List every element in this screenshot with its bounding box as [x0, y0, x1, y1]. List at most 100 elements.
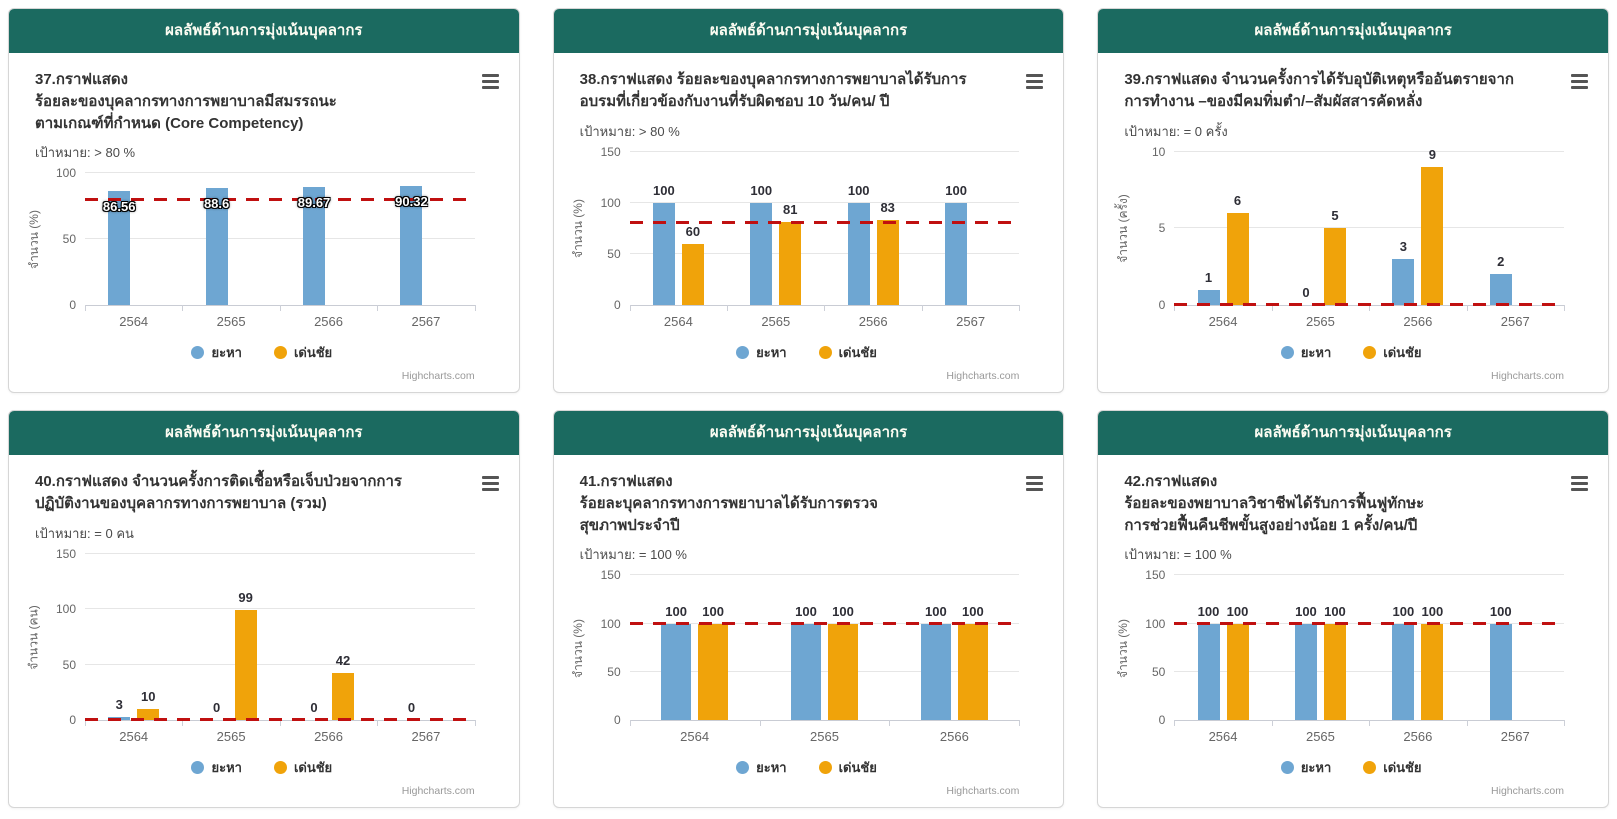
credits-link[interactable]: Highcharts.com: [1491, 370, 1564, 382]
credits-link[interactable]: Highcharts.com: [1491, 785, 1564, 797]
bar-เด่นชัย-2566[interactable]: [332, 673, 355, 720]
target-line: [629, 621, 1020, 625]
credits-link[interactable]: Highcharts.com: [946, 370, 1020, 382]
credits: Highcharts.com: [23, 370, 475, 382]
bar-เด่นชัย-2564[interactable]: [681, 243, 704, 305]
panel-header: ผลลัพธ์ด้านการมุ่งเน้นบุคลากร: [9, 9, 519, 53]
chart-plot-wrap: จำนวน (คน) 0 50 100 150 3 0 0 0 10 99 42 2564 2565 2…: [23, 547, 501, 797]
legend-marker-icon: [818, 345, 832, 359]
y-gridline: [629, 201, 1020, 203]
data-label: 0: [310, 700, 318, 715]
x-tick: [629, 305, 631, 311]
x-category-label: 2567: [411, 314, 441, 329]
bar-ยะหา-2564[interactable]: [661, 623, 692, 720]
bar-ยะหา-2566[interactable]: [920, 623, 951, 720]
menu-bar-icon: [1570, 482, 1588, 485]
credits-link[interactable]: Highcharts.com: [946, 785, 1020, 797]
chart-context-menu-icon[interactable]: [1024, 473, 1045, 494]
bar-เด่นชัย-2565[interactable]: [1323, 623, 1346, 720]
credits-link[interactable]: Highcharts.com: [401, 370, 475, 382]
y-gridline: [85, 552, 475, 554]
x-category-label: 2564: [663, 314, 693, 329]
chart-context-menu-icon[interactable]: [1569, 71, 1590, 92]
bar-ยะหา-2567[interactable]: [400, 186, 423, 305]
legend-item-เด่นชัย[interactable]: เด่นชัย: [1363, 342, 1422, 363]
bar-เด่นชัย-2564[interactable]: [1226, 212, 1249, 305]
chart-card-body: 42.กราฟแสดง ร้อยละของพยาบาลวิชาชีพได้รับก…: [1098, 455, 1608, 807]
bar-เด่นชัย-2565[interactable]: [1323, 228, 1346, 305]
legend-item-ยะหา[interactable]: ยะหา: [736, 342, 787, 363]
menu-bar-icon: [1570, 488, 1588, 491]
target-line: [1174, 621, 1564, 625]
legend-item-ยะหา[interactable]: ยะหา: [1280, 757, 1331, 778]
legend-marker-icon: [818, 760, 832, 774]
bar-ยะหา-2565[interactable]: [1294, 623, 1317, 720]
chart-context-menu-icon[interactable]: [1569, 473, 1590, 494]
bar-ยะหา-2564[interactable]: [1197, 623, 1220, 720]
data-label: 86.56: [102, 198, 136, 214]
bar-เด่นชัย-2565[interactable]: [779, 222, 802, 305]
data-label: 81: [783, 202, 798, 218]
y-axis-title: จำนวน (%): [571, 618, 586, 678]
x-category-label: 2565: [1305, 729, 1335, 744]
y-tick-label: 0: [613, 298, 621, 312]
x-tick: [377, 720, 379, 726]
bar-ยะหา-2566[interactable]: [847, 202, 870, 305]
legend-item-ยะหา[interactable]: ยะหา: [191, 757, 242, 778]
bar-ยะหา-2565[interactable]: [205, 188, 228, 305]
bar-ยะหา-2564[interactable]: [652, 202, 675, 305]
x-tick: [1563, 720, 1565, 726]
legend-item-เด่นชัย[interactable]: เด่นชัย: [273, 757, 332, 778]
bar-ยะหา-2567[interactable]: [1489, 623, 1512, 720]
y-tick-label: 50: [62, 657, 76, 672]
legend-marker-icon: [1363, 760, 1377, 774]
chart-context-menu-icon[interactable]: [480, 71, 501, 92]
legend-item-เด่นชัย[interactable]: เด่นชัย: [1363, 757, 1422, 778]
chart-card: ผลลัพธ์ด้านการมุ่งเน้นบุคลากร 42.กราฟแสด…: [1097, 410, 1609, 808]
legend-item-เด่นชัย[interactable]: เด่นชัย: [818, 757, 877, 778]
bar-ยะหา-2565[interactable]: [750, 202, 773, 305]
bar-เด่นชัย-2564[interactable]: [698, 623, 729, 720]
bar-ยะหา-2564[interactable]: [108, 190, 131, 305]
bar-เด่นชัย-2564[interactable]: [1226, 623, 1249, 720]
chart-title: 40.กราฟแสดง จำนวนครั้งการติดเชื้อหรือเจ็…: [35, 473, 402, 512]
bar-เด่นชัย-2564[interactable]: [137, 708, 160, 720]
data-label: 100: [1421, 603, 1444, 619]
legend-item-เด่นชัย[interactable]: เด่นชัย: [273, 342, 332, 363]
menu-bar-icon: [481, 488, 499, 491]
x-category-label: 2565: [810, 729, 839, 744]
credits-link[interactable]: Highcharts.com: [401, 785, 475, 797]
legend-item-ยะหา[interactable]: ยะหา: [736, 757, 787, 778]
y-tick-label: 100: [1145, 616, 1166, 631]
x-tick: [1019, 305, 1021, 311]
chart-plot-wrap: จำนวน (%) 0 50 100 86.56 88.6 89.67 90.32 2564…: [23, 166, 501, 382]
x-tick: [759, 720, 761, 726]
bar-เด่นชัย-2565[interactable]: [827, 623, 858, 720]
data-label: 100: [1324, 603, 1346, 619]
credits: Highcharts.com: [568, 370, 1020, 382]
chart-context-menu-icon[interactable]: [480, 473, 501, 494]
bar-เด่นชัย-2566[interactable]: [1421, 166, 1444, 305]
chart-card: ผลลัพธ์ด้านการมุ่งเน้นบุคลากร 37.กราฟแสด…: [8, 8, 520, 393]
bar-ยะหา-2565[interactable]: [790, 623, 821, 720]
legend-item-เด่นชัย[interactable]: เด่นชัย: [818, 342, 877, 363]
legend-item-ยะหา[interactable]: ยะหา: [1280, 342, 1331, 363]
bar-เด่นชัย-2566[interactable]: [876, 220, 899, 305]
legend-item-ยะหา[interactable]: ยะหา: [191, 342, 242, 363]
bar-ยะหา-2567[interactable]: [1489, 274, 1512, 305]
menu-bar-icon: [1026, 482, 1044, 485]
bar-ยะหา-2566[interactable]: [1392, 623, 1415, 720]
chart-context-menu-icon[interactable]: [1024, 71, 1045, 92]
bar-ยะหา-2566[interactable]: [303, 186, 326, 305]
bar-เด่นชัย-2565[interactable]: [234, 610, 257, 720]
bar-เด่นชัย-2566[interactable]: [957, 623, 988, 720]
y-tick-label: 50: [607, 246, 621, 261]
bar-ยะหา-2564[interactable]: [1197, 289, 1220, 305]
y-gridline: [85, 172, 475, 174]
x-category-label: 2565: [216, 314, 246, 329]
bar-ยะหา-2566[interactable]: [1392, 258, 1415, 305]
bar-ยะหา-2567[interactable]: [945, 202, 968, 305]
y-gridline: [1174, 150, 1564, 152]
bar-เด่นชัย-2566[interactable]: [1421, 623, 1444, 720]
